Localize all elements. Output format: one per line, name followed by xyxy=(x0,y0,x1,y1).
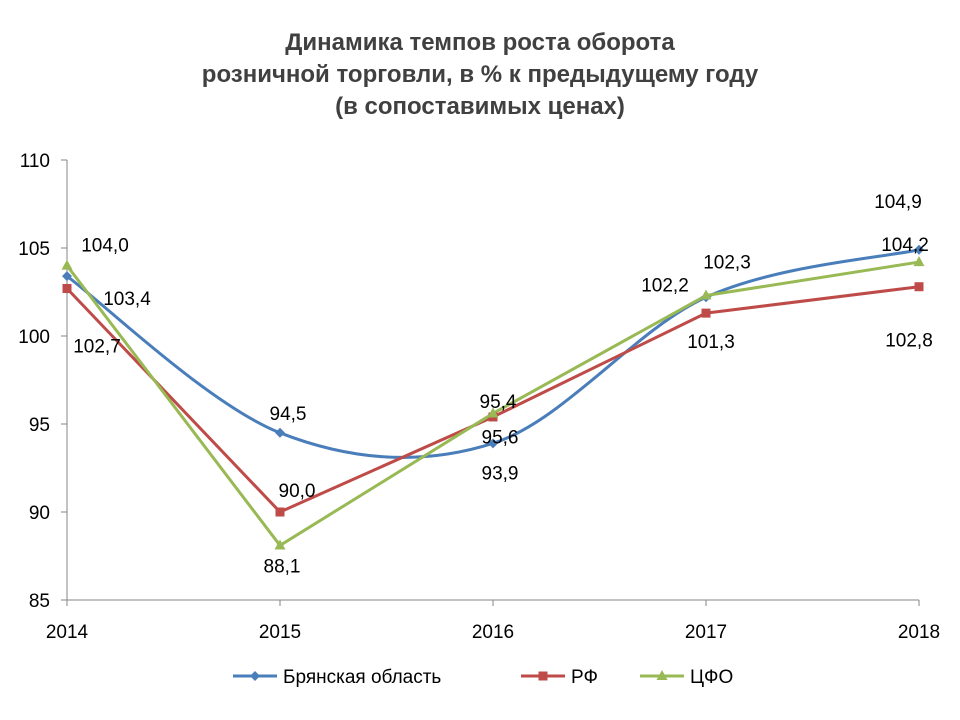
data-label: 104,9 xyxy=(874,192,922,213)
chart-title: Динамика темпов роста оборота розничной … xyxy=(202,29,759,120)
legend-marker xyxy=(656,670,668,680)
legend-marker xyxy=(250,671,260,681)
data-label: 95,4 xyxy=(480,392,517,413)
data-point-marker xyxy=(914,244,924,255)
y-tick-label: 110 xyxy=(20,151,50,172)
y-tick-label: 90 xyxy=(29,503,50,524)
chart-title-line-1: Динамика темпов роста оборота xyxy=(285,29,675,56)
data-point-marker xyxy=(700,289,712,300)
data-label: 102,2 xyxy=(641,275,689,296)
x-tick-label: 2018 xyxy=(898,622,940,643)
data-label: 102,3 xyxy=(703,253,751,274)
legend: Брянская область РФ ЦФО xyxy=(233,667,733,688)
x-tick-label: 2017 xyxy=(685,622,727,643)
data-point-marker xyxy=(275,507,285,517)
data-label: 95,6 xyxy=(482,427,519,448)
data-point-marker xyxy=(61,259,73,270)
y-tick-label: 100 xyxy=(18,327,50,348)
data-label: 102,8 xyxy=(885,331,933,352)
series xyxy=(61,244,925,550)
x-tick-label: 2015 xyxy=(259,622,301,643)
data-label: 93,9 xyxy=(482,463,519,484)
data-point-marker xyxy=(62,271,72,282)
legend-label: Брянская область xyxy=(283,667,441,688)
data-point-marker xyxy=(701,308,711,318)
data-label: 103,4 xyxy=(103,289,151,310)
data-point-marker xyxy=(913,256,925,267)
data-label: 88,1 xyxy=(264,556,301,577)
data-label: 90,0 xyxy=(279,481,316,502)
data-label: 101,3 xyxy=(687,332,735,353)
data-label: 104,2 xyxy=(881,235,929,256)
y-tick-label: 95 xyxy=(29,415,50,436)
x-tick-label: 2014 xyxy=(46,622,89,643)
data-point-marker xyxy=(914,282,924,292)
chart-title-line-3: (в сопоставимых ценах) xyxy=(335,93,625,120)
legend-label: ЦФО xyxy=(690,667,733,688)
chart-title-line-2: розничной торговли, в % к предыдущему го… xyxy=(202,61,759,88)
data-point-marker xyxy=(488,438,498,449)
legend-marker xyxy=(538,671,548,681)
y-tick-label: 105 xyxy=(18,239,50,260)
data-labels: 103,4 94,5 93,9 102,2 104,9 102,7 90,0 95,4 101,… xyxy=(73,192,933,578)
legend-label: РФ xyxy=(571,667,598,688)
data-label: 94,5 xyxy=(270,404,307,425)
axes: 85 90 95 100 105 110 2014 2015 2016 2017 2018 xyxy=(18,151,940,643)
data-point-marker xyxy=(62,283,72,293)
data-point-marker xyxy=(274,539,286,550)
x-tick-label: 2016 xyxy=(472,622,514,643)
y-tick-label: 85 xyxy=(29,591,50,612)
data-label: 102,7 xyxy=(73,336,121,357)
data-point-marker xyxy=(275,427,285,438)
data-point-marker xyxy=(487,407,499,418)
data-label: 104,0 xyxy=(81,236,129,257)
